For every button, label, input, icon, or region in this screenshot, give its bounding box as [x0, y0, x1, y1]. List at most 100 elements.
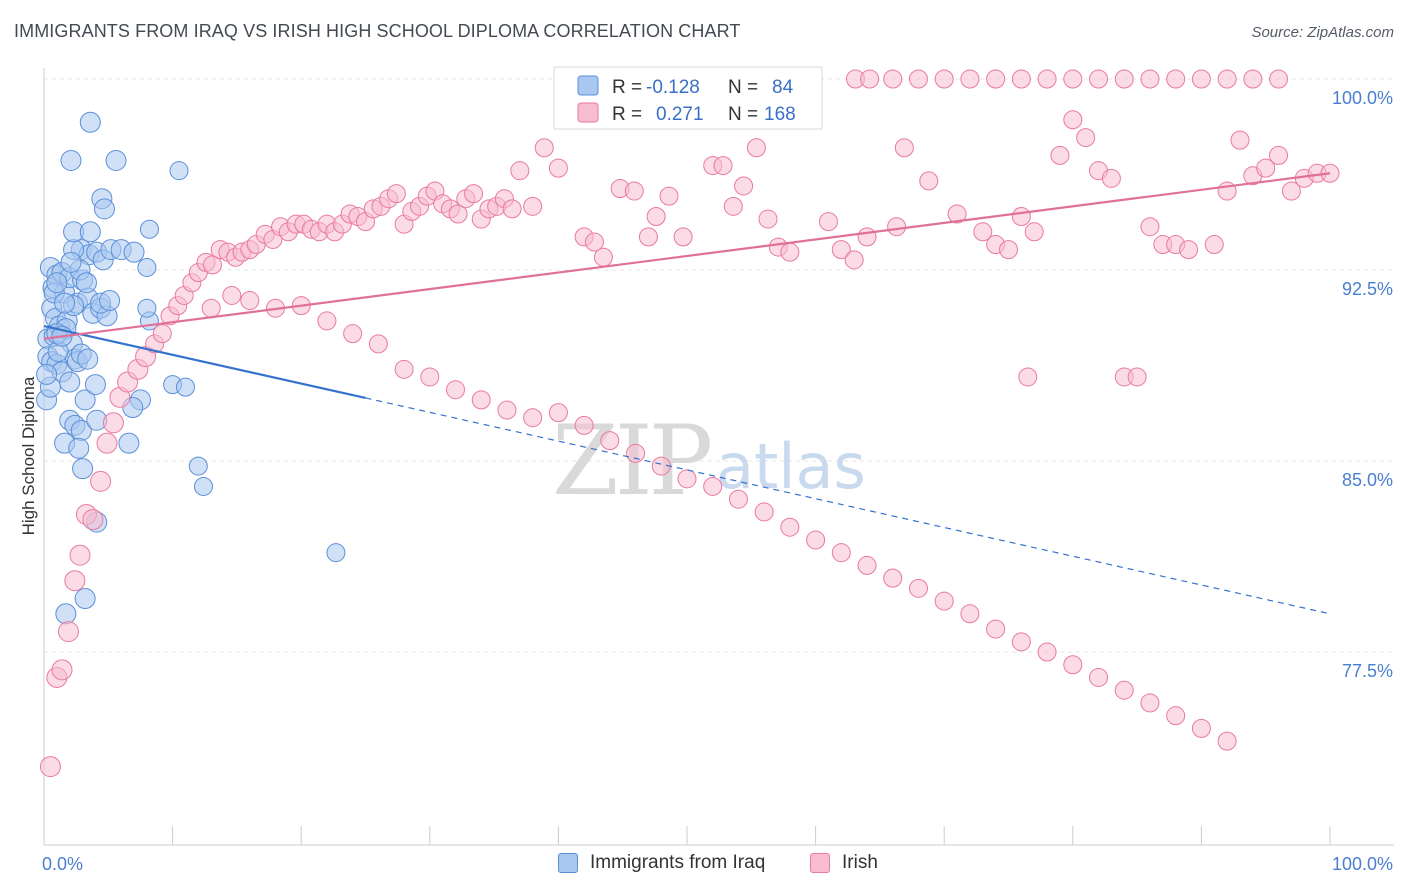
iraq-point-53 — [93, 198, 115, 220]
irish-point-72 — [638, 227, 658, 247]
irish-point-62 — [502, 199, 522, 219]
series-irish-points — [39, 69, 1340, 778]
legend-n-value-iraq: 84 — [772, 77, 794, 98]
legend-n-label-iraq: N = — [728, 77, 758, 98]
irish-point-69 — [593, 247, 613, 267]
irish-point-167 — [1011, 69, 1031, 89]
legend-r-label-iraq: R = — [612, 77, 642, 98]
irish-point-3 — [57, 621, 79, 643]
irish-point-113 — [1256, 158, 1276, 178]
irish-point-64 — [523, 196, 543, 216]
irish-point-74 — [659, 186, 679, 206]
irish-point-138 — [677, 469, 697, 489]
iraq-point-75 — [326, 543, 346, 563]
legend-swatch-irish — [577, 102, 599, 123]
irish-point-97 — [1018, 367, 1038, 387]
irish-point-119 — [201, 298, 221, 318]
irish-point-172 — [1140, 69, 1160, 89]
irish-point-80 — [746, 138, 766, 158]
irish-point-63 — [510, 161, 530, 181]
iraq-point-27 — [84, 374, 106, 396]
irish-point-156 — [1140, 693, 1160, 713]
irish-point-139 — [703, 476, 723, 496]
irish-point-87 — [857, 227, 877, 247]
irish-point-158 — [1191, 718, 1211, 738]
irish-point-95 — [1011, 207, 1031, 227]
irish-point-4 — [64, 570, 86, 592]
x-tick-label-max: 100.0% — [1332, 854, 1393, 874]
irish-point-130 — [471, 390, 491, 410]
y-axis-label: High School Diploma — [19, 376, 38, 535]
y-tick-label-0: 100.0% — [1332, 88, 1393, 108]
iraq-point-82 — [77, 348, 99, 370]
irish-point-162 — [883, 69, 903, 89]
irish-point-115 — [1281, 181, 1301, 201]
trend-lines — [43, 172, 1331, 615]
irish-point-164 — [934, 69, 954, 89]
iraq-point-42 — [75, 272, 97, 294]
irish-point-144 — [831, 543, 851, 563]
irish-point-75 — [673, 227, 693, 247]
iraq-point-49 — [60, 149, 82, 171]
iraq-point-72 — [188, 456, 208, 476]
chart-title: IMMIGRANTS FROM IRAQ VS IRISH HIGH SCHOO… — [14, 21, 741, 41]
iraq-point-70 — [72, 458, 94, 480]
iraq-point-51 — [79, 221, 101, 243]
iraq-point-77 — [74, 588, 96, 610]
irish-point-88 — [887, 217, 907, 237]
irish-point-77 — [713, 156, 733, 176]
iraq-point-44 — [99, 290, 121, 312]
irish-point-140 — [728, 489, 748, 509]
legend-item-iraq-swatch — [558, 853, 578, 873]
irish-point-176 — [1243, 69, 1263, 89]
irish-point-121 — [240, 291, 260, 311]
iraq-point-39 — [123, 241, 145, 263]
legend-n-label-irish: N = — [728, 104, 758, 125]
irish-point-142 — [780, 517, 800, 537]
irish-point-157 — [1166, 706, 1186, 726]
irish-point-98 — [1050, 145, 1070, 165]
iraq-trend-solid — [43, 324, 366, 400]
irish-point-81 — [758, 209, 778, 229]
irish-point-173 — [1166, 69, 1186, 89]
irish-point-78 — [723, 196, 743, 216]
irish-point-153 — [1063, 655, 1083, 675]
legend-item-irish[interactable]: Irish — [810, 852, 878, 874]
irish-point-120 — [222, 285, 242, 305]
iraq-point-56 — [169, 161, 189, 181]
irish-point-147 — [908, 578, 928, 598]
irish-point-168 — [1037, 69, 1057, 89]
irish-point-108 — [1179, 240, 1199, 260]
irish-point-0 — [39, 756, 61, 778]
irish-point-89 — [894, 138, 914, 158]
irish-point-99 — [1063, 110, 1083, 130]
irish-point-5 — [69, 544, 91, 566]
iraq-point-46 — [54, 292, 76, 314]
irish-point-10 — [102, 412, 124, 434]
irish-point-100 — [1076, 128, 1096, 148]
irish-point-146 — [883, 568, 903, 588]
irish-point-8 — [90, 470, 112, 492]
irish-point-131 — [497, 400, 517, 420]
irish-point-128 — [420, 367, 440, 387]
irish-point-91 — [947, 204, 967, 224]
legend-item-iraq[interactable]: Immigrants from Iraq — [558, 852, 765, 874]
legend-n-value-irish: 168 — [764, 104, 796, 125]
iraq-point-26 — [74, 389, 96, 411]
legend-item-irish-swatch — [810, 853, 830, 873]
irish-point-126 — [368, 334, 388, 354]
iraq-point-73 — [193, 476, 213, 496]
legend-item-irish-label: Irish — [842, 852, 878, 873]
irish-point-163 — [908, 69, 928, 89]
watermark: ZIP atlas — [552, 405, 866, 517]
iraq-point-58 — [137, 257, 157, 277]
legend-r-value-irish: 0.271 — [656, 104, 704, 125]
irish-point-109 — [1204, 235, 1224, 255]
irish-point-85 — [831, 240, 851, 260]
y-tick-label-2: 85.0% — [1342, 470, 1393, 490]
irish-point-166 — [986, 69, 1006, 89]
axes-layer — [43, 68, 1394, 846]
irish-point-9 — [96, 432, 118, 454]
irish-point-177 — [1269, 69, 1289, 89]
